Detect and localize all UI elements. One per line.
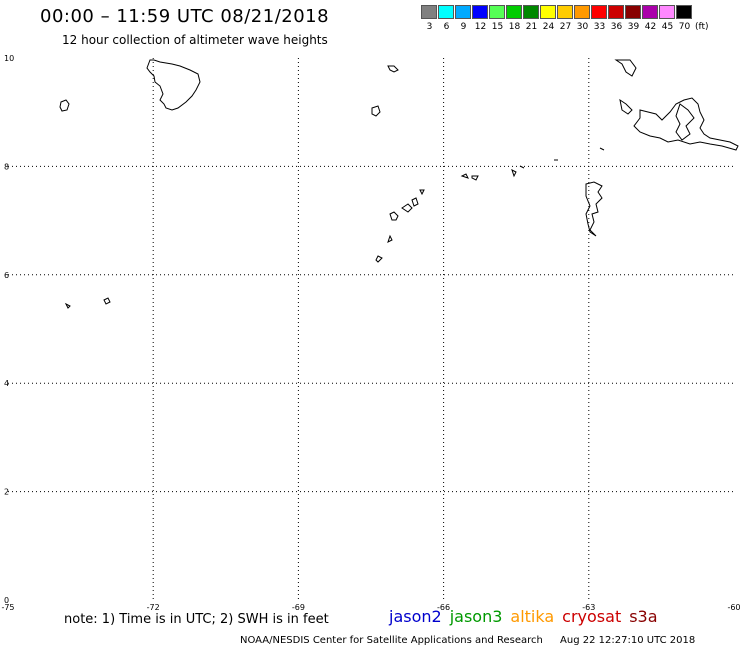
satellite-label-s3a: s3a xyxy=(629,607,658,626)
y-tick-label: 2 xyxy=(4,488,9,497)
color-scale-label: 36 xyxy=(610,22,623,32)
satellite-legend: jason2 jason3 altika cryosat s3a xyxy=(389,607,666,626)
note-text: note: 1) Time is in UTC; 2) SWH is in fe… xyxy=(64,612,329,627)
color-scale-label: 30 xyxy=(576,22,589,32)
satellite-label-jason2: jason2 xyxy=(389,607,442,626)
coastline-jamaica-fragment xyxy=(59,99,70,112)
color-scale-label: 39 xyxy=(627,22,640,32)
color-swatches xyxy=(421,5,709,19)
map-grid xyxy=(8,58,734,600)
color-scale-label: 6 xyxy=(443,22,450,32)
coastline-venezuela-coast xyxy=(460,159,558,181)
x-tick-label: -66 xyxy=(437,603,450,612)
color-swatch xyxy=(608,5,624,19)
color-scale-label: 70 xyxy=(678,22,691,32)
color-swatch xyxy=(438,5,454,19)
x-tick-label: -60 xyxy=(727,603,740,612)
color-swatch xyxy=(625,5,641,19)
color-swatch xyxy=(574,5,590,19)
footer: NOAA/NESDIS Center for Satellite Applica… xyxy=(240,635,695,646)
coastline-small-islands xyxy=(64,297,111,309)
y-tick-label: 4 xyxy=(4,379,9,388)
color-scale-label: 9 xyxy=(460,22,467,32)
coastline-trinidad xyxy=(585,181,603,237)
color-swatch xyxy=(489,5,505,19)
color-scale-label: 42 xyxy=(644,22,657,32)
x-tick-label: -69 xyxy=(292,603,305,612)
x-tick-label: -75 xyxy=(1,603,14,612)
color-scale-label: 33 xyxy=(593,22,606,32)
coastline-hispaniola xyxy=(146,59,201,111)
color-scale-unit: (ft) xyxy=(695,22,709,32)
color-scale-legend: 3 6 9 12 15 18 21 24 27 30 33 36 39 42 45 70 (ft) xyxy=(421,5,709,32)
satellite-label-cryosat: cryosat xyxy=(562,607,622,626)
color-scale-label: 3 xyxy=(426,22,433,32)
y-tick-label: 0 xyxy=(4,596,9,605)
color-swatch xyxy=(591,5,607,19)
coastline-island-a xyxy=(371,105,381,117)
color-swatch xyxy=(506,5,522,19)
color-scale-label: 45 xyxy=(661,22,674,32)
color-swatch xyxy=(421,5,437,19)
color-swatch xyxy=(455,5,471,19)
x-tick-label: -72 xyxy=(147,603,160,612)
y-tick-label: 6 xyxy=(4,271,9,280)
color-swatch xyxy=(472,5,488,19)
color-scale-label: 18 xyxy=(508,22,521,32)
footer-timestamp: Aug 22 12:27:10 UTC 2018 xyxy=(560,635,696,646)
color-swatch xyxy=(557,5,573,19)
color-scale-label: 12 xyxy=(474,22,487,32)
color-scale-label: 27 xyxy=(559,22,572,32)
coastlines xyxy=(59,59,739,309)
color-swatch xyxy=(642,5,658,19)
coastline-northeast xyxy=(599,59,739,151)
coastline-virgin-islands xyxy=(387,65,399,73)
x-tick-label: -63 xyxy=(582,603,595,612)
color-swatch xyxy=(659,5,675,19)
y-tick-label: 8 xyxy=(4,162,9,171)
coastline-lesser-antilles xyxy=(375,189,425,263)
color-scale-labels: 3 6 9 12 15 18 21 24 27 30 33 36 39 42 45 70 (ft) xyxy=(421,22,709,32)
color-swatch xyxy=(676,5,692,19)
satellite-label-altika: altika xyxy=(510,607,555,626)
footer-credit: NOAA/NESDIS Center for Satellite Applica… xyxy=(240,635,543,646)
color-scale-label: 24 xyxy=(542,22,555,32)
chart-title: 00:00 – 11:59 UTC 08/21/2018 xyxy=(40,6,330,27)
color-scale-label: 21 xyxy=(525,22,538,32)
color-swatch xyxy=(540,5,556,19)
chart-subtitle: 12 hour collection of altimeter wave hei… xyxy=(62,33,328,47)
y-tick-label: 10 xyxy=(4,54,14,63)
color-scale-label: 15 xyxy=(491,22,504,32)
satellite-label-jason3: jason3 xyxy=(449,607,503,626)
axis-ticks: -75 -72 -69 -66 -63 -60 10 8 6 4 2 0 xyxy=(1,54,740,612)
color-swatch xyxy=(523,5,539,19)
